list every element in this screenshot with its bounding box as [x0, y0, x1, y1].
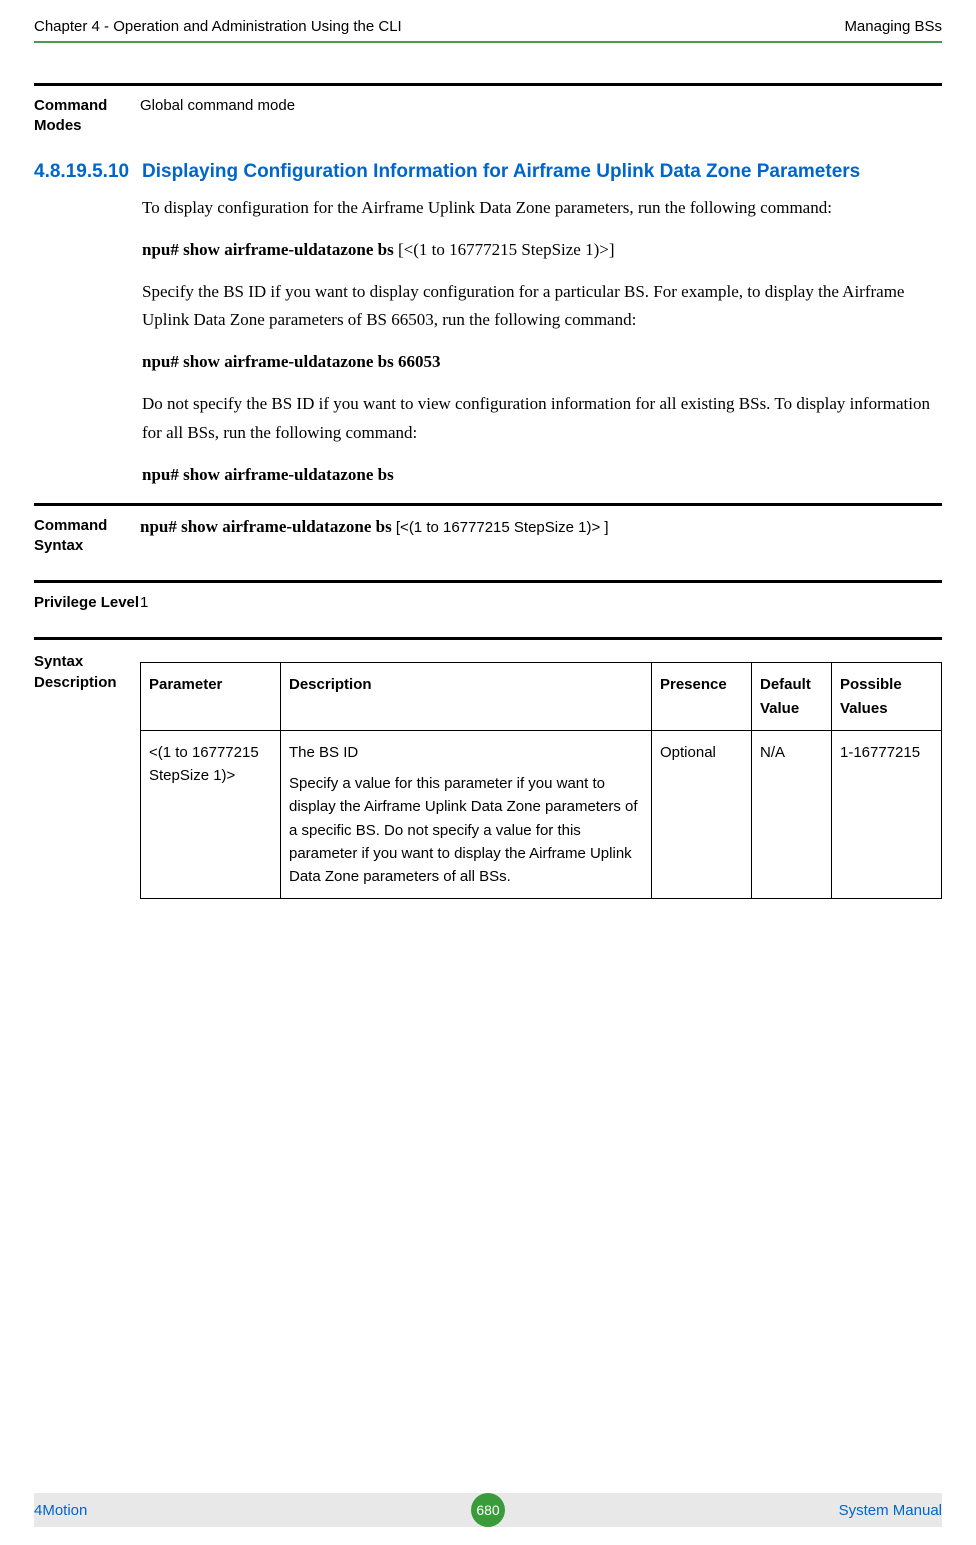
- footer-right: System Manual: [839, 1502, 942, 1519]
- privilege-level-block: Privilege Level 1: [34, 593, 942, 613]
- syntax-command: npu# show airframe-uldatazone bs [<(1 to…: [140, 517, 609, 536]
- cell-description: The BS ID Specify a value for this param…: [281, 730, 652, 899]
- page-number: 680: [476, 1502, 499, 1518]
- page-number-badge: 680: [471, 1493, 505, 1527]
- section-rule: [34, 503, 942, 506]
- cell-desc-line: Specify a value for this parameter if yo…: [289, 772, 643, 888]
- col-possible: Possible Values: [832, 663, 942, 731]
- syntax-bold: npu# show airframe-uldatazone bs: [140, 517, 392, 536]
- cell-presence: Optional: [652, 730, 752, 899]
- command-modes-value: Global command mode: [140, 96, 942, 137]
- page-header: Chapter 4 - Operation and Administration…: [34, 18, 942, 41]
- command-line: npu# show airframe-uldatazone bs 66053: [142, 352, 942, 372]
- command-syntax-label: Command Syntax: [34, 516, 140, 557]
- footer-bar: 4Motion 680 System Manual: [34, 1493, 942, 1527]
- syntax-description-label: Syntax Description: [34, 650, 140, 899]
- heading-title: Displaying Configuration Information for…: [142, 161, 942, 183]
- syntax-description-block: Syntax Description Parameter Description…: [34, 650, 942, 899]
- parameter-table: Parameter Description Presence Default V…: [140, 662, 942, 899]
- col-default: Default Value: [752, 663, 832, 731]
- paragraph: To display configuration for the Airfram…: [142, 194, 942, 222]
- paragraph: Do not specify the BS ID if you want to …: [142, 390, 942, 446]
- table-row: <(1 to 16777215 StepSize 1)> The BS ID S…: [141, 730, 942, 899]
- footer-left: 4Motion: [34, 1502, 87, 1519]
- page-footer: 4Motion 680 System Manual: [0, 1493, 976, 1527]
- table-header-row: Parameter Description Presence Default V…: [141, 663, 942, 731]
- cell-default: N/A: [752, 730, 832, 899]
- command-arg: [<(1 to 16777215 StepSize 1)>]: [394, 240, 615, 259]
- col-description: Description: [281, 663, 652, 731]
- command-line: npu# show airframe-uldatazone bs [<(1 to…: [142, 240, 942, 260]
- heading-number: 4.8.19.5.10: [34, 161, 142, 183]
- col-parameter: Parameter: [141, 663, 281, 731]
- header-rule: [34, 41, 942, 43]
- section-rule: [34, 637, 942, 640]
- cell-parameter: <(1 to 16777215 StepSize 1)>: [141, 730, 281, 899]
- command-line: npu# show airframe-uldatazone bs: [142, 465, 942, 485]
- header-right: Managing BSs: [844, 18, 942, 35]
- command-syntax-block: Command Syntax npu# show airframe-uldata…: [34, 516, 942, 557]
- section-heading: 4.8.19.5.10 Displaying Configuration Inf…: [34, 161, 942, 183]
- command-bold: npu# show airframe-uldatazone bs: [142, 240, 394, 259]
- header-left: Chapter 4 - Operation and Administration…: [34, 18, 402, 35]
- privilege-level-label: Privilege Level: [34, 593, 140, 613]
- privilege-level-value: 1: [140, 593, 942, 613]
- paragraph: Specify the BS ID if you want to display…: [142, 278, 942, 334]
- col-presence: Presence: [652, 663, 752, 731]
- cell-possible: 1-16777215: [832, 730, 942, 899]
- command-modes-block: Command Modes Global command mode: [34, 96, 942, 137]
- syntax-arg: [<(1 to 16777215 StepSize 1)> ]: [392, 519, 609, 536]
- section-rule: [34, 580, 942, 583]
- section-rule: [34, 83, 942, 86]
- command-modes-label: Command Modes: [34, 96, 140, 137]
- cell-desc-line: The BS ID: [289, 741, 643, 764]
